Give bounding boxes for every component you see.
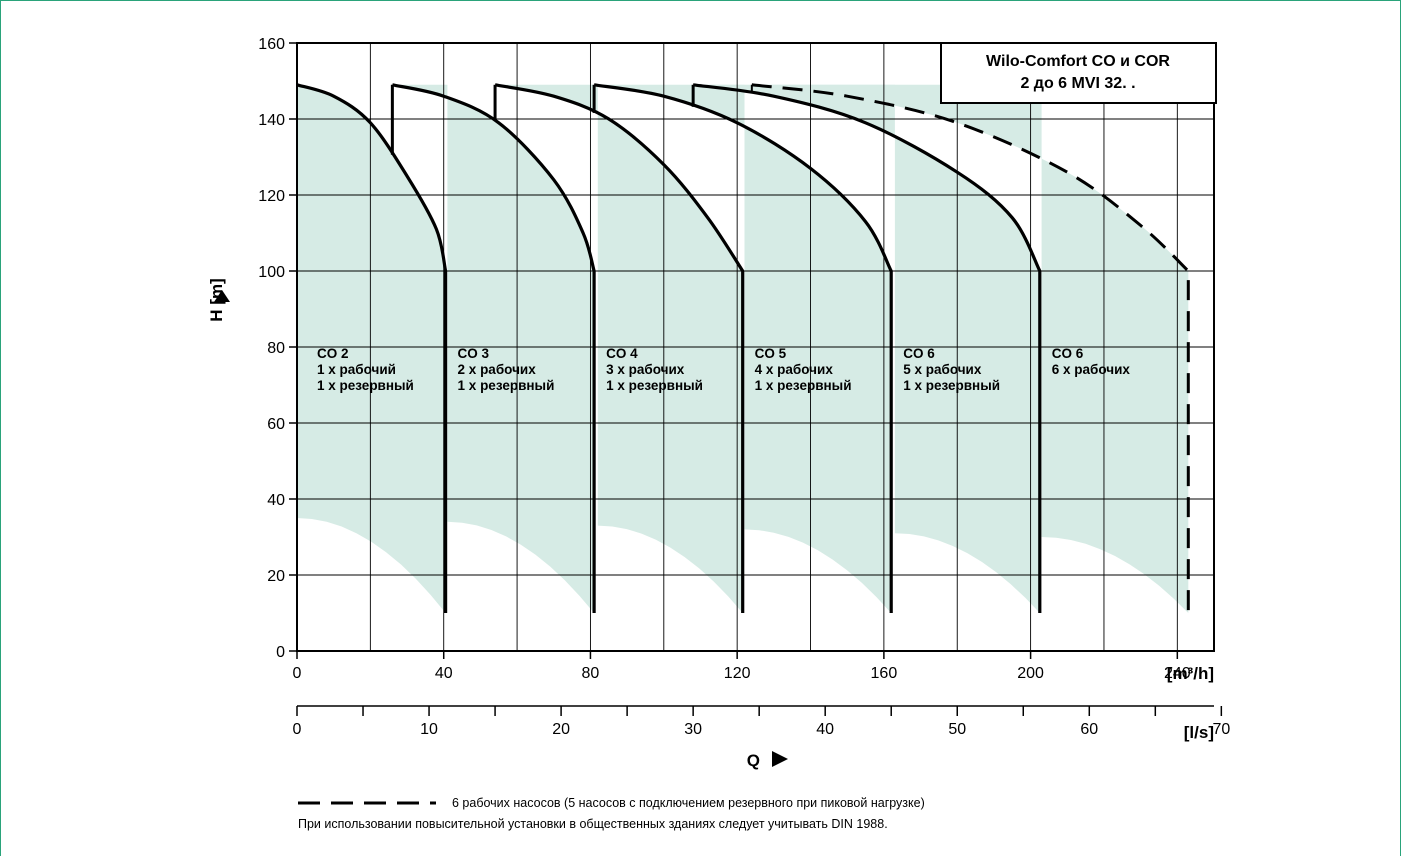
- region-label-1: CO 2: [317, 346, 349, 361]
- ls-tick-label: 10: [420, 721, 438, 738]
- region-label-4: 4 x рабочих: [755, 362, 834, 377]
- region-label-6: 6 x рабочих: [1052, 362, 1131, 377]
- x-tick-label: 160: [871, 665, 898, 682]
- y-tick-label: 100: [258, 264, 285, 281]
- y-tick-label: 80: [267, 340, 285, 357]
- y-tick-label: 40: [267, 492, 285, 509]
- region-label-2: 2 x рабочих: [458, 362, 537, 377]
- operating-area-1: [297, 84, 446, 614]
- y-tick-label: 20: [267, 568, 285, 585]
- region-label-1: 1 x резервный: [317, 378, 414, 393]
- chart-grid: [297, 43, 1214, 651]
- chart-title-box: Wilo-Comfort CO и COR 2 до 6 MVI 32. .: [940, 42, 1217, 104]
- x-tick-label: 240: [1164, 665, 1191, 682]
- ls-tick-label: 50: [948, 721, 966, 738]
- pump-curves: [296, 83, 1190, 613]
- pump-curve-2: [392, 83, 596, 613]
- y-tick-label: 140: [258, 112, 285, 129]
- chart-title-line-2: 2 до 6 MVI 32. .: [1020, 75, 1135, 92]
- operating-area-5: [693, 84, 1040, 614]
- region-label-6: CO 6: [1052, 346, 1084, 361]
- x-axis-arrow-icon: [772, 751, 788, 767]
- region-label-5: 1 x резервный: [903, 378, 1000, 393]
- operating-area-2: [392, 84, 595, 614]
- region-label-4: CO 5: [755, 346, 787, 361]
- region-label-1: 1 x рабочий: [317, 362, 396, 377]
- ls-tick-label: 40: [816, 721, 834, 738]
- y-axis-ticks: 0 20 40 60 80 100 120 140 160: [258, 36, 297, 661]
- x-axis-ticks-m3h: 0 40 80 120 160 200 240: [293, 651, 1191, 682]
- pump-curve-6: [751, 83, 1190, 613]
- y-tick-label: 120: [258, 188, 285, 205]
- ls-tick-label: 60: [1080, 721, 1098, 738]
- x-tick-label: 120: [724, 665, 751, 682]
- x-tick-label: 0: [293, 665, 302, 682]
- pump-curve-5: [692, 83, 1042, 613]
- ls-tick-label: 30: [684, 721, 702, 738]
- x-axis-title: Q: [747, 751, 760, 770]
- legend-dashed-text: 6 рабочих насосов (5 насосов с подключен…: [452, 796, 925, 810]
- legend-note: При использовании повысительной установк…: [298, 817, 888, 831]
- x-tick-label: 200: [1017, 665, 1044, 682]
- operating-area-3: [495, 84, 743, 614]
- x-unit-top: [m³/h]: [1167, 664, 1214, 683]
- x-tick-label: 40: [435, 665, 453, 682]
- region-label-4: 1 x резервный: [755, 378, 852, 393]
- region-label-3: 1 x резервный: [606, 378, 703, 393]
- x-tick-label: 80: [582, 665, 600, 682]
- x-axis-ls: 0 10 20 30 40 50 60 70: [293, 705, 1230, 738]
- y-tick-label: 160: [258, 36, 285, 53]
- region-label-2: CO 3: [458, 346, 490, 361]
- operating-area-4: [594, 84, 892, 614]
- y-tick-label: 0: [276, 644, 285, 661]
- operating-area-6: [751, 84, 1189, 614]
- ls-tick-label: 0: [293, 721, 302, 738]
- ls-tick-label: 70: [1212, 721, 1230, 738]
- region-label-5: CO 6: [903, 346, 935, 361]
- ls-tick-label: 20: [552, 721, 570, 738]
- x-unit-bottom: [l/s]: [1184, 723, 1214, 742]
- region-label-2: 1 x резервный: [458, 378, 555, 393]
- legend: 6 рабочих насосов (5 насосов с подключен…: [298, 796, 925, 831]
- operating-area-fills: [297, 84, 1189, 614]
- pump-curve-3: [494, 83, 745, 613]
- y-tick-label: 60: [267, 416, 285, 433]
- chart-title-line-1: Wilo-Comfort CO и COR: [986, 53, 1170, 70]
- region-label-3: 3 x рабочих: [606, 362, 685, 377]
- region-label-5: 5 x рабочих: [903, 362, 982, 377]
- pump-curve-4: [593, 83, 893, 613]
- y-axis-arrow-icon: [214, 290, 230, 302]
- region-label-3: CO 4: [606, 346, 638, 361]
